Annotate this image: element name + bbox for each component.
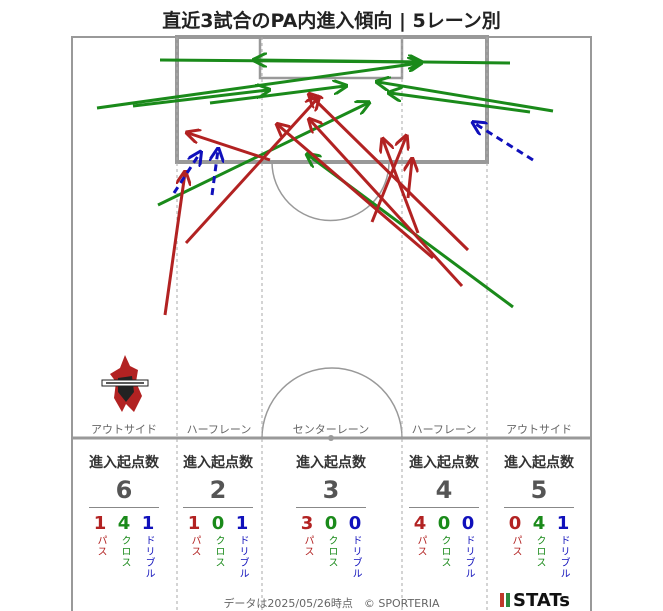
cross-count: 4 bbox=[532, 513, 546, 534]
chart-title: 直近3試合のPA内進入傾向 | 5レーン別 bbox=[162, 10, 501, 32]
entry-arrows bbox=[96, 60, 554, 316]
stat-header: 進入起点数 bbox=[89, 455, 159, 471]
dribble-count: 0 bbox=[348, 513, 362, 534]
pass-arrow-15 bbox=[370, 137, 406, 223]
pass-label: パス bbox=[95, 535, 106, 557]
stat-total: 5 bbox=[530, 476, 548, 504]
stat-divider bbox=[89, 507, 159, 508]
lane-stats-2: 進入起点数 3 3 パス 0 クロス 0 ドリブル bbox=[283, 452, 379, 579]
lane-label-half-right: ハーフレーン bbox=[411, 423, 477, 436]
pass-label: パス bbox=[510, 535, 521, 557]
lane-stats-3: 進入起点数 4 4 パス 0 クロス 0 ドリブル bbox=[396, 452, 492, 579]
pass-arrow-14 bbox=[310, 120, 464, 288]
brand-logo: STATs bbox=[500, 590, 570, 611]
stat-breakdown: 3 パス 0 クロス 0 ドリブル bbox=[283, 513, 379, 580]
stat-header: 進入起点数 bbox=[504, 455, 574, 471]
pass-arrow-16 bbox=[408, 160, 412, 199]
lane-stats-0: 進入起点数 6 1 パス 4 クロス 1 ドリブル bbox=[76, 452, 172, 579]
cross-arrow-1 bbox=[255, 60, 511, 63]
dribble-label: ドリブル bbox=[350, 535, 361, 579]
stat-breakdown: 1 パス 0 クロス 1 ドリブル bbox=[170, 513, 266, 580]
center-circle bbox=[261, 367, 403, 439]
stat-header: 進入起点数 bbox=[183, 455, 253, 471]
stat-header: 進入起点数 bbox=[409, 455, 479, 471]
dribble-arrow-20 bbox=[474, 123, 534, 162]
cross-label: クロス bbox=[119, 535, 130, 568]
cross-arrow-2 bbox=[96, 63, 420, 110]
dribble-label: ドリブル bbox=[237, 535, 248, 579]
cross-label: クロス bbox=[213, 535, 224, 568]
cross-label: クロス bbox=[534, 535, 545, 568]
cross-count: 0 bbox=[211, 513, 225, 534]
stat-total: 4 bbox=[435, 476, 453, 504]
dribble-label: ドリブル bbox=[463, 535, 474, 579]
center-spot bbox=[328, 435, 334, 441]
footer-note: データは2025/05/26時点 © SPORTERIA bbox=[223, 597, 440, 610]
cross-label: クロス bbox=[439, 535, 450, 568]
pass-count: 4 bbox=[413, 513, 427, 534]
dribble-arrow-18 bbox=[172, 153, 200, 194]
stat-divider bbox=[183, 507, 253, 508]
stat-header: 進入起点数 bbox=[296, 455, 366, 471]
cross-count: 0 bbox=[437, 513, 451, 534]
pass-count: 0 bbox=[508, 513, 522, 534]
dribble-count: 1 bbox=[235, 513, 249, 534]
lane-stats-4: 進入起点数 5 0 パス 4 クロス 1 ドリブル bbox=[491, 452, 587, 579]
stat-divider bbox=[504, 507, 574, 508]
pass-arrow-17 bbox=[383, 140, 420, 234]
dribble-count: 1 bbox=[141, 513, 155, 534]
pass-count: 1 bbox=[93, 513, 107, 534]
club-logo bbox=[101, 355, 149, 412]
pass-label: パス bbox=[189, 535, 200, 557]
stat-total: 3 bbox=[322, 476, 340, 504]
cross-arrow-8 bbox=[209, 86, 345, 105]
cross-count: 0 bbox=[324, 513, 338, 534]
pass-label: パス bbox=[302, 535, 313, 557]
stat-breakdown: 0 パス 4 クロス 1 ドリブル bbox=[491, 513, 587, 580]
lane-label-outside-right: アウトサイド bbox=[506, 423, 572, 436]
cross-arrow-4 bbox=[378, 82, 554, 113]
dribble-label: ドリブル bbox=[558, 535, 569, 579]
dribble-arrow-19 bbox=[212, 150, 218, 196]
stat-breakdown: 4 パス 0 クロス 0 ドリブル bbox=[396, 513, 492, 580]
pass-arrow-12 bbox=[310, 95, 470, 252]
pass-arrow-11 bbox=[188, 133, 271, 162]
pass-arrow-13 bbox=[278, 125, 434, 260]
pass-arrow-10 bbox=[184, 98, 318, 245]
stat-divider bbox=[296, 507, 366, 508]
lane-label-center: センターレーン bbox=[292, 423, 370, 436]
stat-total: 2 bbox=[209, 476, 227, 504]
stat-total: 6 bbox=[115, 476, 133, 504]
pass-label: パス bbox=[415, 535, 426, 557]
lane-stats-1: 進入起点数 2 1 パス 0 クロス 1 ドリブル bbox=[170, 452, 266, 579]
lane-label-outside-left: アウトサイド bbox=[91, 423, 157, 436]
dribble-label: ドリブル bbox=[143, 535, 154, 579]
goal-area bbox=[258, 35, 404, 80]
dribble-count: 1 bbox=[556, 513, 570, 534]
stat-divider bbox=[409, 507, 479, 508]
penalty-arc bbox=[271, 161, 390, 222]
dribble-count: 0 bbox=[461, 513, 475, 534]
stat-breakdown: 1 パス 4 クロス 1 ドリブル bbox=[76, 513, 172, 580]
brand-text: STATs bbox=[513, 590, 570, 611]
pass-count: 3 bbox=[300, 513, 314, 534]
pass-count: 1 bbox=[187, 513, 201, 534]
cross-arrow-3 bbox=[132, 90, 268, 108]
cross-arrow-6 bbox=[157, 103, 368, 207]
pass-arrow-9 bbox=[163, 173, 185, 316]
cross-label: クロス bbox=[326, 535, 337, 568]
cross-arrow-5 bbox=[390, 93, 531, 114]
cross-count: 4 bbox=[117, 513, 131, 534]
lane-label-half-left: ハーフレーン bbox=[186, 423, 252, 436]
